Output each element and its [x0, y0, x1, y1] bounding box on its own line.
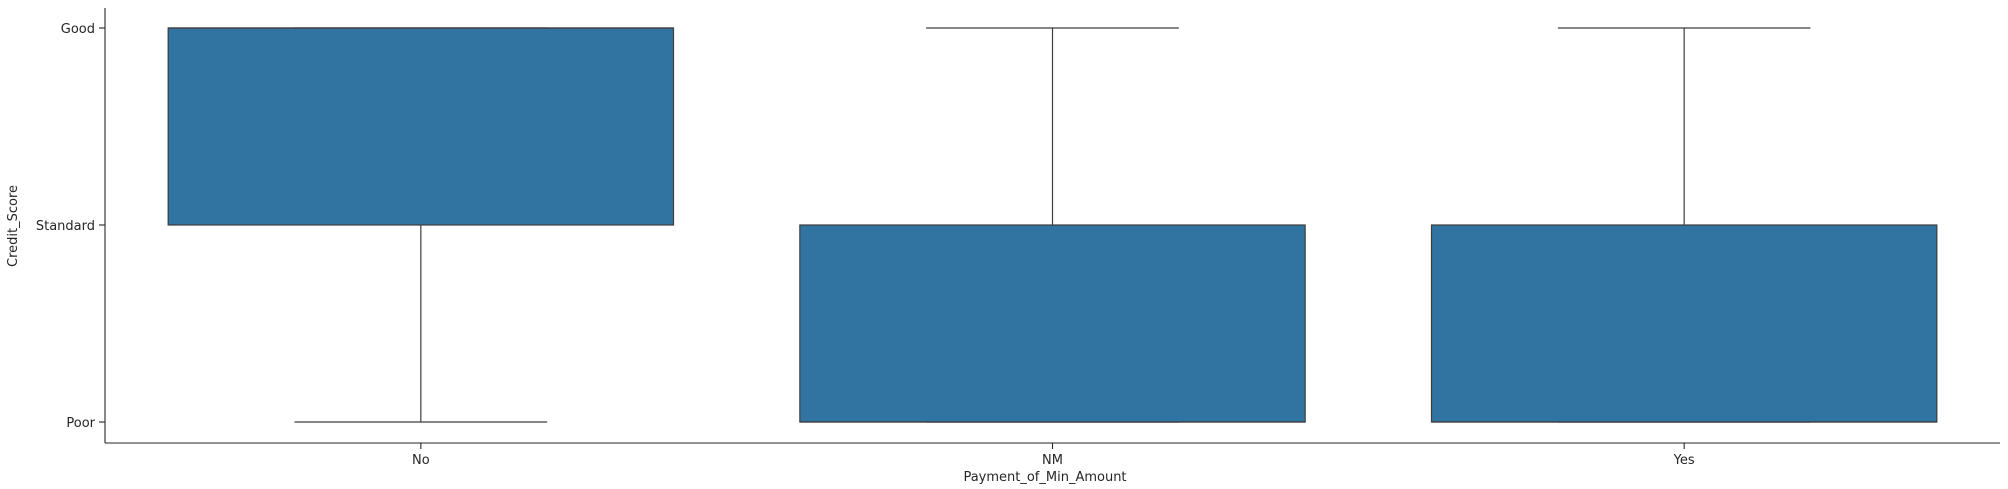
y-axis-label: Credit_Score [6, 185, 21, 267]
y-tick-label: Good [61, 22, 95, 37]
y-tick-label: Standard [36, 219, 95, 234]
box-group [167, 27, 1938, 423]
y-tick-label: Poor [66, 416, 95, 431]
box-yes [1430, 27, 1938, 423]
x-tick-label: NM [1042, 453, 1063, 468]
x-axis-label: Payment_of_Min_Amount [963, 470, 1126, 485]
box-nm [799, 27, 1306, 423]
iqr-box [167, 27, 675, 226]
iqr-box [799, 224, 1306, 423]
x-tick-label: Yes [1673, 453, 1695, 468]
y-axis-ticks: Poor Standard Good [36, 22, 105, 431]
x-tick-label: No [412, 453, 430, 468]
iqr-box [1430, 224, 1938, 423]
box-no [167, 27, 675, 423]
x-axis-ticks: No NM Yes [412, 443, 1695, 468]
